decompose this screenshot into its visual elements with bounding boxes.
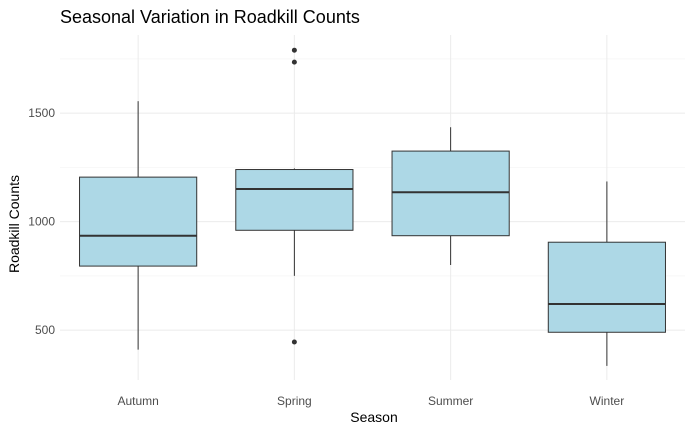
y-axis-ticks: 500 1000 1500 [28,106,55,337]
outlier-point [291,59,297,65]
x-tick-label: Spring [277,394,312,408]
x-tick-label: Autumn [117,394,158,408]
y-axis-label: Roadkill Counts [6,175,22,273]
box-group-autumn [79,101,198,350]
box-group-spring [235,47,354,345]
outlier-point [291,339,297,345]
y-tick-label: 500 [35,323,55,337]
plot-marks [79,47,666,366]
x-tick-label: Winter [590,394,625,408]
box [547,241,666,333]
x-axis-ticks: Autumn Spring Summer Winter [117,394,624,408]
y-tick-label: 1500 [28,106,55,120]
box-group-summer [391,127,510,265]
box [79,176,198,267]
x-tick-label: Summer [428,394,473,408]
x-axis-label: Season [350,409,397,425]
box-group-winter [547,181,666,366]
y-tick-label: 1000 [28,215,55,229]
chart-title: Seasonal Variation in Roadkill Counts [60,7,360,27]
outlier-point [291,47,297,53]
box [235,169,354,231]
box [391,150,510,237]
